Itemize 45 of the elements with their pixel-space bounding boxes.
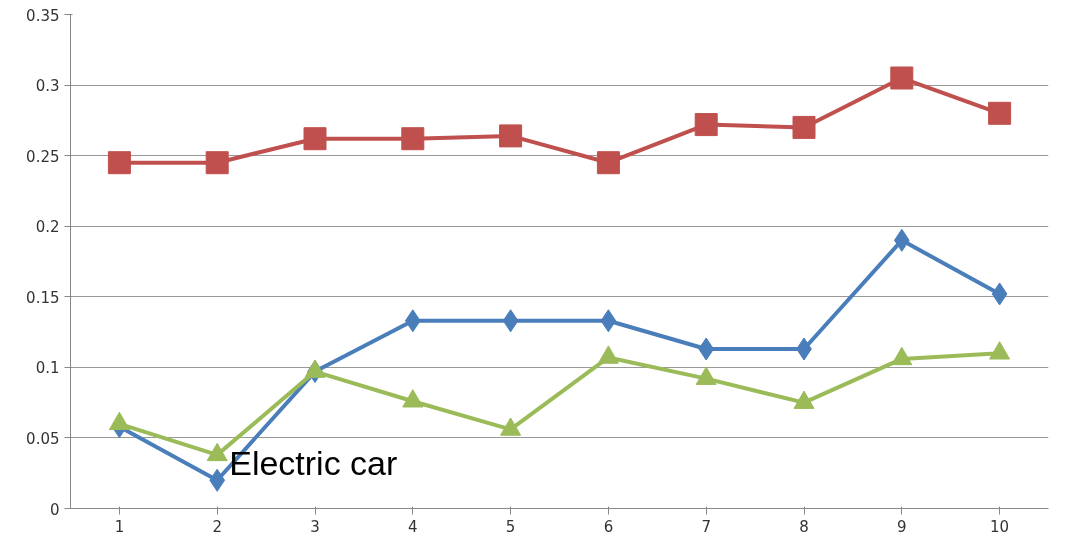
x-tick-label: 1 (114, 517, 125, 536)
point (600, 309, 617, 333)
y-tick-label: 0.1 (35, 359, 60, 378)
y-tick-label: 0.15 (26, 288, 60, 307)
x-tick-label: 6 (603, 517, 614, 536)
x-tick-label: 9 (897, 517, 907, 536)
point (108, 411, 130, 431)
point (698, 337, 715, 361)
x-tick-label: 4 (408, 517, 418, 536)
x-tick-label: 7 (701, 517, 711, 536)
y-tick-label: 0.35 (26, 6, 60, 25)
point (402, 389, 424, 408)
point (502, 309, 519, 333)
point (500, 417, 522, 436)
y-tick-label: 0.2 (35, 218, 60, 237)
point (694, 113, 718, 137)
point (596, 151, 620, 175)
x-tick-label: 10 (990, 517, 1010, 536)
point (304, 359, 326, 378)
x-tick-label: 3 (310, 517, 320, 536)
point (793, 390, 815, 409)
point (991, 282, 1008, 306)
y-tick-label: 0.25 (26, 147, 60, 166)
point (206, 442, 228, 462)
x-tick-label: 5 (505, 517, 516, 536)
x-tick-label: 8 (799, 517, 809, 536)
point (988, 101, 1012, 125)
y-tick-label: 0.3 (35, 77, 60, 96)
point (893, 228, 910, 252)
point (695, 366, 717, 385)
point (597, 345, 619, 364)
point (205, 151, 229, 175)
y-tick-label: 0.05 (26, 429, 60, 448)
x-tick-label: 2 (212, 517, 222, 536)
point (989, 341, 1011, 360)
y-tick-label: 0 (49, 500, 60, 519)
point (107, 151, 131, 175)
point (499, 124, 523, 148)
point (890, 66, 914, 90)
point (792, 115, 816, 139)
point (404, 309, 421, 333)
point (303, 127, 327, 151)
point (401, 127, 425, 151)
point (891, 346, 913, 366)
annotation: Electric car (229, 444, 398, 483)
